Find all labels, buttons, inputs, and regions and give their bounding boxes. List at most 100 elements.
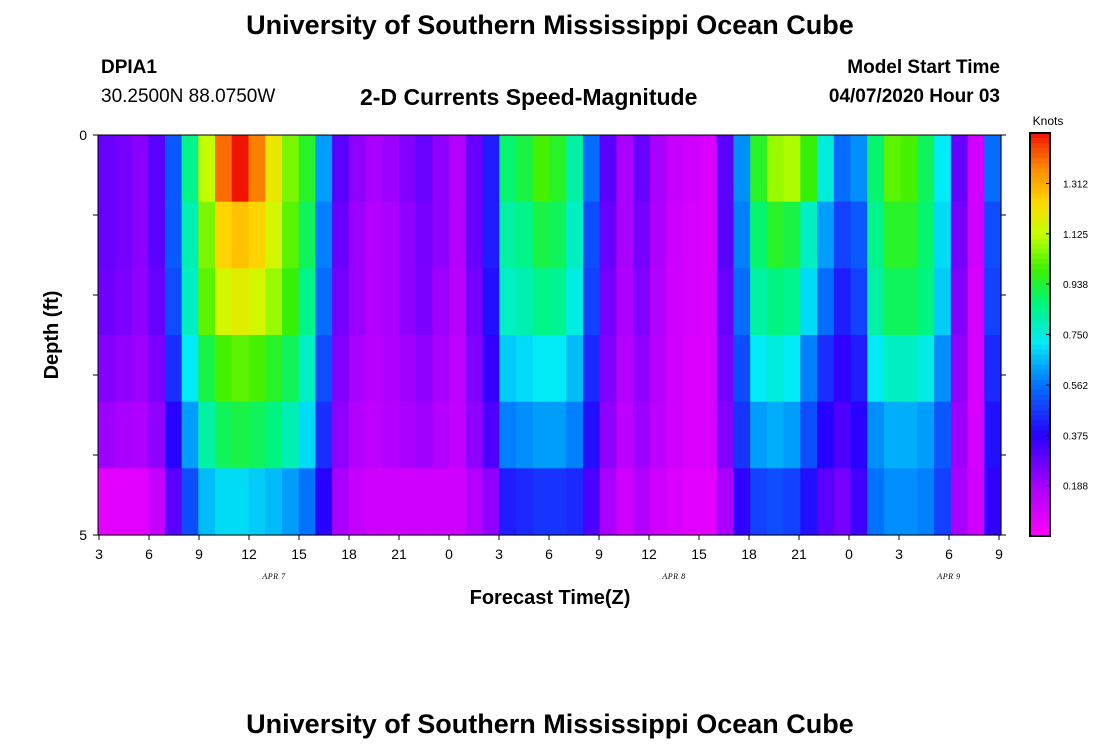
- heat-cell: [315, 401, 333, 469]
- heat-cell: [399, 268, 417, 336]
- heat-cell: [633, 468, 651, 536]
- colorbar-band: [1030, 405, 1050, 411]
- heat-cell: [281, 401, 300, 469]
- heat-cell: [415, 468, 434, 536]
- heat-cell: [148, 401, 166, 469]
- heat-cell: [365, 268, 383, 336]
- date-label: APR 8: [661, 572, 685, 581]
- colorbar-band: [1030, 369, 1050, 376]
- colorbar-tick-label: 1.312: [1063, 180, 1088, 191]
- colorbar-band: [1030, 329, 1050, 336]
- colorbar-band: [1030, 309, 1050, 315]
- heat-cell: [616, 201, 634, 269]
- heat-cell: [666, 401, 684, 469]
- heat-cell: [516, 268, 534, 336]
- colorbar-band: [1030, 495, 1050, 502]
- x-tick-label: 6: [545, 546, 553, 562]
- colorbar-band: [1030, 294, 1050, 300]
- heat-cell: [649, 201, 668, 269]
- colorbar-tick-label: 0.188: [1063, 481, 1088, 492]
- heat-cell: [465, 201, 484, 269]
- heat-cell: [465, 401, 484, 469]
- heat-cell: [783, 201, 801, 269]
- heat-cell: [599, 468, 617, 536]
- heat-cell: [148, 268, 166, 336]
- heat-cell: [800, 135, 818, 203]
- heat-cell: [850, 268, 868, 336]
- heat-cell: [950, 268, 969, 336]
- station-id: DPIA1: [101, 57, 157, 78]
- colorbar-band: [1030, 279, 1050, 285]
- heat-cell: [649, 335, 668, 403]
- colorbar-band: [1030, 213, 1050, 220]
- heat-cell: [248, 135, 266, 203]
- heat-cell: [733, 335, 751, 403]
- date-label: APR 9: [936, 572, 960, 581]
- colorbar-band: [1030, 158, 1050, 164]
- colorbar-band: [1030, 415, 1050, 421]
- heat-cell: [399, 401, 417, 469]
- colorbar-band: [1030, 258, 1050, 265]
- heat-cell: [582, 401, 601, 469]
- heat-cell: [649, 401, 668, 469]
- heat-cell: [432, 201, 450, 269]
- heat-cell: [164, 268, 183, 336]
- heat-cell: [833, 201, 852, 269]
- heat-cell: [616, 268, 634, 336]
- heat-cell: [164, 335, 183, 403]
- heat-cell: [415, 201, 434, 269]
- heat-cell: [181, 335, 199, 403]
- colorbar-band: [1030, 243, 1050, 250]
- colorbar-band: [1030, 410, 1050, 416]
- heat-cell: [114, 201, 133, 269]
- colorbar-band: [1030, 339, 1050, 346]
- heat-cell: [332, 268, 350, 336]
- heat-cell: [683, 468, 701, 536]
- heat-cell: [833, 468, 852, 536]
- heat-cell: [766, 201, 785, 269]
- colorbar-band: [1030, 399, 1050, 406]
- heat-cell: [532, 135, 551, 203]
- heat-cell: [215, 268, 233, 336]
- heat-cell: [649, 135, 668, 203]
- heat-cell: [934, 135, 952, 203]
- colorbar-band: [1030, 425, 1050, 431]
- heat-cell: [465, 335, 484, 403]
- colorbar-band: [1030, 238, 1050, 245]
- heat-cell: [582, 468, 601, 536]
- heat-cell: [900, 135, 918, 203]
- heat-cell: [917, 335, 935, 403]
- heat-cell: [934, 401, 952, 469]
- heat-cell: [867, 268, 885, 336]
- heat-cell: [549, 468, 567, 536]
- colorbar-band: [1030, 223, 1050, 230]
- heat-cell: [432, 135, 450, 203]
- colorbar-band: [1030, 455, 1050, 462]
- heat-cell: [549, 335, 567, 403]
- heat-cell: [231, 201, 250, 269]
- heat-cell: [700, 268, 718, 336]
- colorbar-band: [1030, 193, 1050, 200]
- colorbar-band: [1030, 168, 1050, 174]
- heat-cell: [716, 335, 735, 403]
- heat-cell: [516, 135, 534, 203]
- heat-cell: [482, 135, 500, 203]
- heat-cell: [783, 335, 801, 403]
- heat-cell: [850, 335, 868, 403]
- heat-cell: [98, 401, 116, 469]
- heat-cell: [783, 268, 801, 336]
- heat-cell: [298, 335, 316, 403]
- heat-cell: [215, 135, 233, 203]
- colorbar-band: [1030, 384, 1050, 391]
- heat-cell: [917, 201, 935, 269]
- heat-cell: [566, 401, 584, 469]
- footer-title: University of Southern Mississippi Ocean…: [246, 709, 854, 739]
- heat-cell: [733, 201, 751, 269]
- heat-cell: [666, 135, 684, 203]
- heat-cell: [181, 401, 199, 469]
- colorbar-band: [1030, 505, 1050, 512]
- heat-cell: [549, 401, 567, 469]
- heat-cell: [332, 135, 350, 203]
- heat-cell: [164, 401, 183, 469]
- model-start-label: Model Start Time: [847, 57, 1000, 78]
